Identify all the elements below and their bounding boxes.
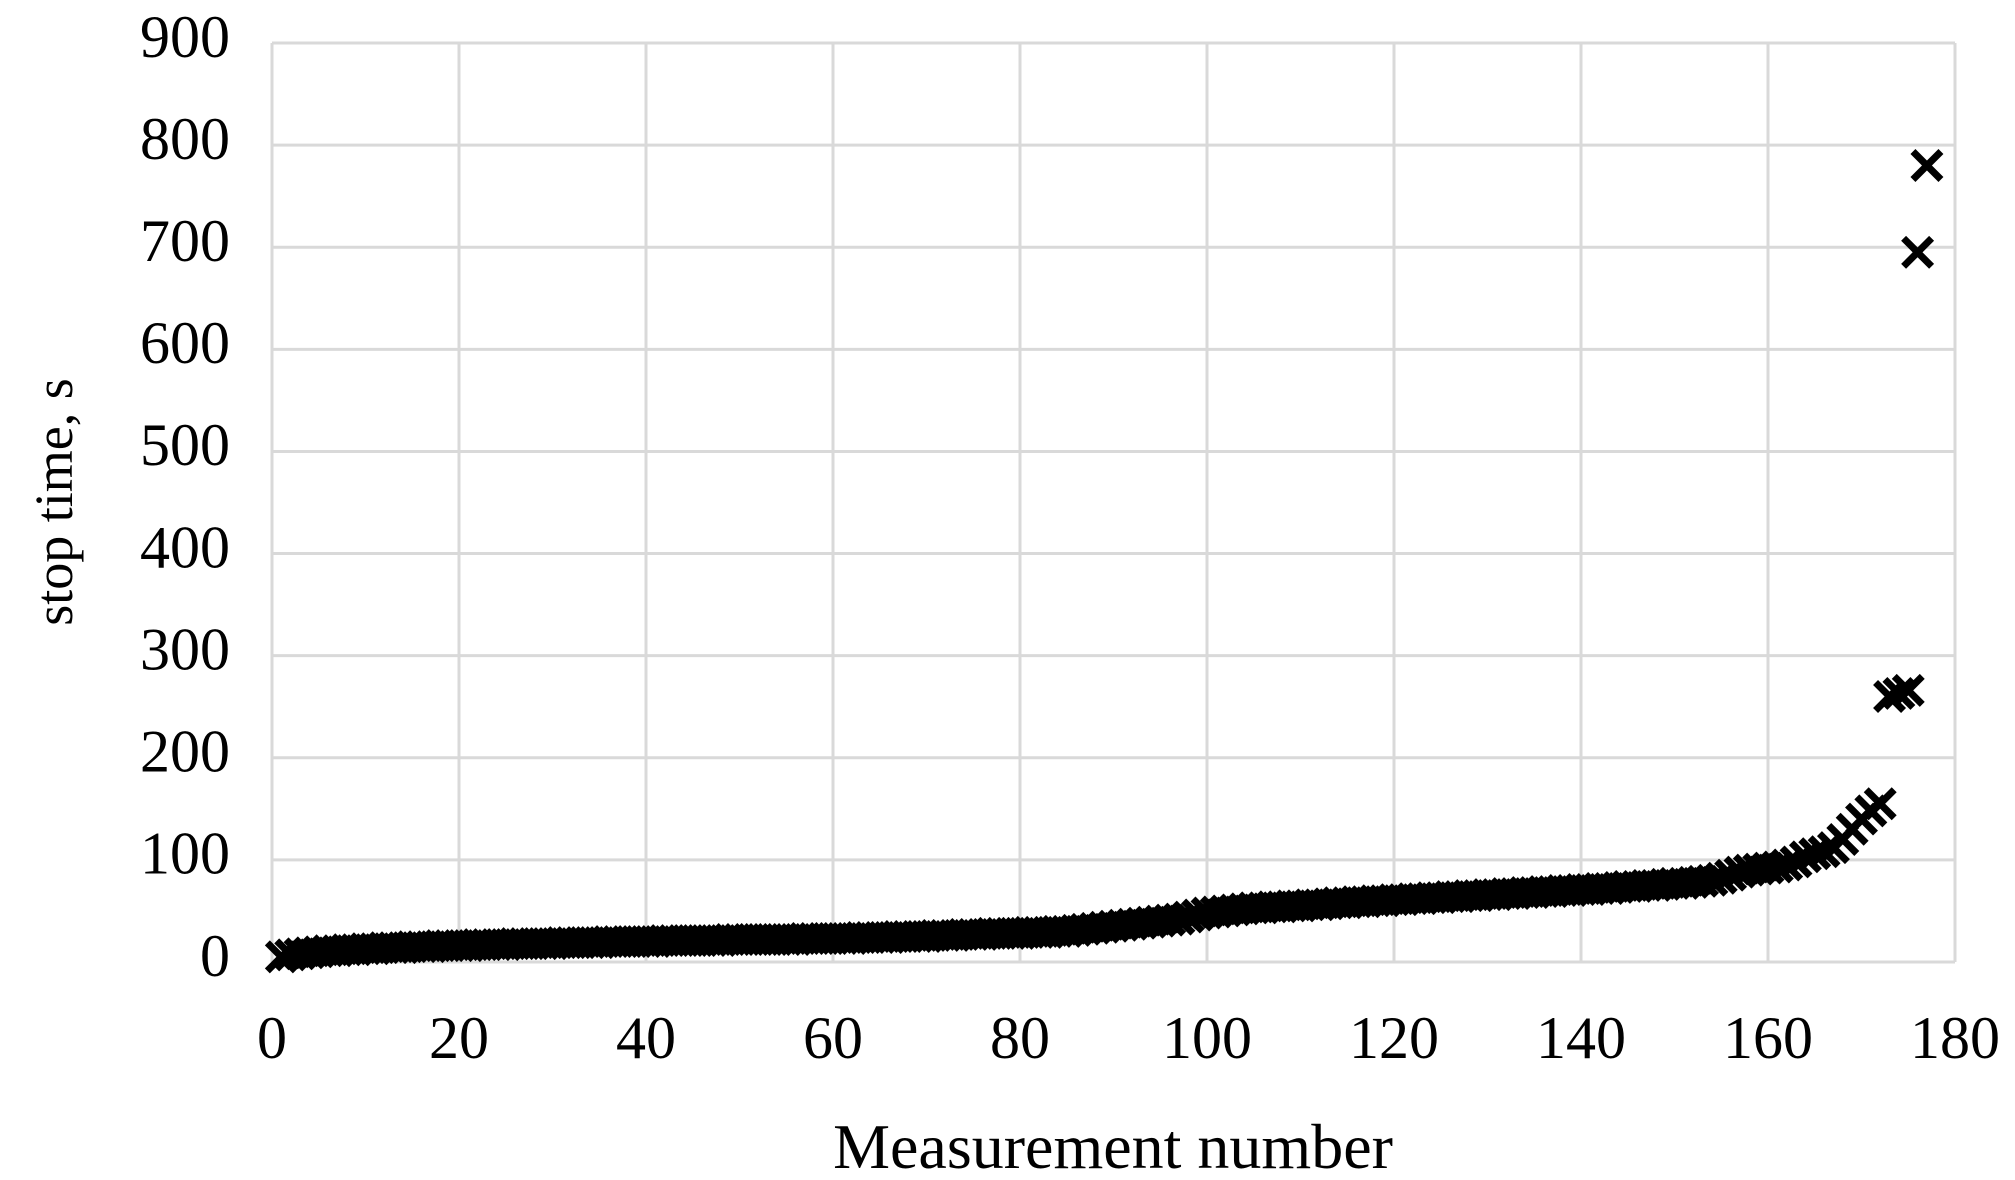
y-tick-label: 600 <box>140 310 230 376</box>
y-axis-title: stop time, s <box>24 378 84 626</box>
point <box>1770 848 1804 882</box>
point <box>1714 858 1748 892</box>
point <box>1891 673 1925 707</box>
x-tick-label: 160 <box>1723 1005 1813 1071</box>
point <box>1882 676 1916 710</box>
x-tick-label: 100 <box>1162 1005 1252 1071</box>
y-tick-label: 700 <box>140 208 230 274</box>
y-tick-label: 100 <box>140 821 230 887</box>
point <box>1901 235 1935 269</box>
y-tick-label: 900 <box>140 4 230 70</box>
x-tick-label: 80 <box>990 1005 1050 1071</box>
point <box>1704 861 1738 895</box>
point <box>1760 850 1794 884</box>
x-tick-label: 40 <box>616 1005 676 1071</box>
point <box>1863 787 1897 821</box>
x-tick-label: 140 <box>1536 1005 1626 1071</box>
point <box>1807 835 1841 869</box>
x-tick-label: 60 <box>803 1005 863 1071</box>
y-tick-label: 800 <box>140 106 230 172</box>
point <box>1788 840 1822 874</box>
y-tick-label: 400 <box>140 514 230 580</box>
x-tick-label: 20 <box>429 1005 489 1071</box>
point <box>1798 837 1832 871</box>
y-tick-label: 200 <box>140 719 230 785</box>
x-axis-title: Measurement number <box>833 1111 1393 1180</box>
x-tick-label: 0 <box>257 1005 287 1071</box>
point <box>1873 680 1907 713</box>
point <box>1910 149 1944 183</box>
x-tick-label: 120 <box>1349 1005 1439 1071</box>
y-tick-label: 500 <box>140 412 230 478</box>
point <box>1695 863 1729 897</box>
y-tick-label: 0 <box>200 923 230 989</box>
x-tick-label: 180 <box>1910 1005 2000 1071</box>
y-tick-label: 300 <box>140 616 230 682</box>
